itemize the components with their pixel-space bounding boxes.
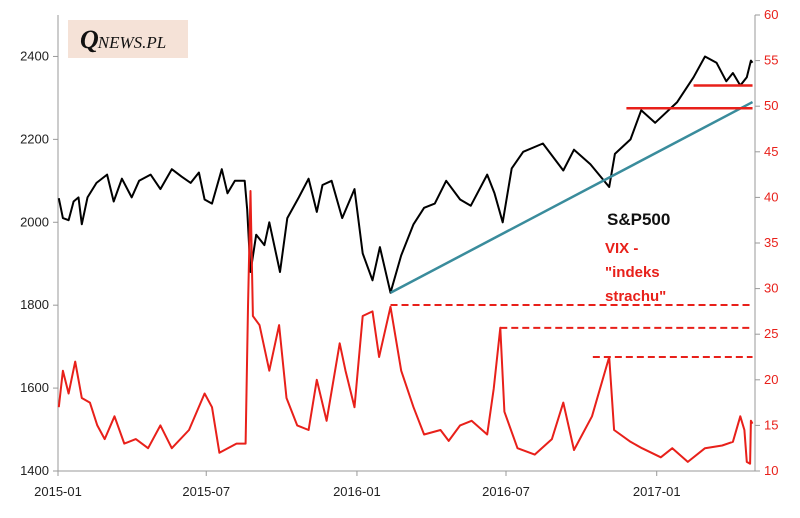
logo-background [68, 20, 188, 58]
y-left-tick-label: 2000 [20, 214, 49, 229]
y-left-tick-label: 1400 [20, 463, 49, 478]
y-right-tick-label: 60 [764, 7, 778, 22]
x-axis: 2015-01 2015-07 2016-01 2016-07 2017-01 [34, 471, 681, 499]
x-tick-label: 2015-07 [182, 484, 230, 499]
legend-sp500-label: S&P500 [607, 210, 671, 229]
x-tick-label: 2016-07 [482, 484, 530, 499]
x-tick-label: 2016-01 [333, 484, 381, 499]
y-right-tick-label: 50 [764, 98, 778, 113]
y-axis-right: 10 15 20 25 30 35 40 45 50 55 60 [755, 7, 778, 478]
vix-line [57, 190, 754, 465]
y-right-tick-label: 30 [764, 281, 778, 296]
y-left-tick-label: 2200 [20, 131, 49, 146]
y-right-tick-label: 20 [764, 372, 778, 387]
y-right-tick-label: 35 [764, 235, 778, 250]
y-left-tick-label: 1800 [20, 297, 49, 312]
series-layer [57, 55, 754, 465]
y-right-tick-label: 15 [764, 417, 778, 432]
sp500-line [57, 55, 754, 294]
y-right-tick-label: 45 [764, 144, 778, 159]
legend-vix-label: VIX - "indeks strachu" [605, 240, 667, 305]
x-tick-label: 2017-01 [633, 484, 681, 499]
y-right-tick-label: 10 [764, 463, 778, 478]
y-right-tick-label: 40 [764, 189, 778, 204]
annotation-layer [389, 84, 754, 358]
x-tick-label: 2015-01 [34, 484, 82, 499]
y-axis-left: 1400 1600 1800 2000 2200 2400 [20, 48, 58, 478]
y-left-tick-label: 1600 [20, 380, 49, 395]
trendline [389, 100, 754, 294]
qnews-logo: QNEWS.PL [80, 25, 167, 54]
y-right-tick-label: 25 [764, 326, 778, 341]
y-right-tick-label: 55 [764, 53, 778, 68]
y-left-tick-label: 2400 [20, 48, 49, 63]
